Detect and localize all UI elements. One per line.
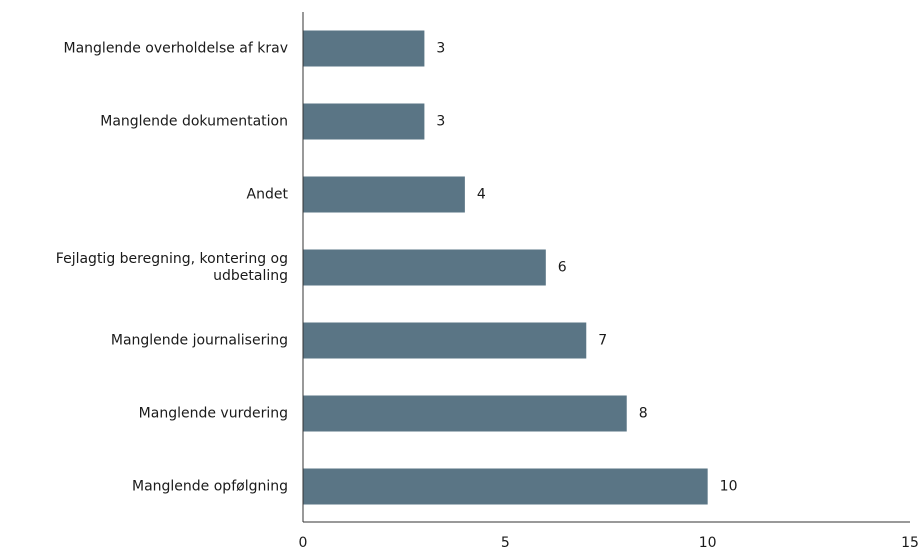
data-label-2: 3 [436,114,445,130]
category-labels-group: Manglende overholdelse af krav Manglende … [56,41,289,495]
data-label-1: 3 [436,41,445,57]
axes-group [302,12,910,523]
x-tick-label-4: 15 [901,535,919,551]
bar-2 [303,103,425,140]
x-tick-label-3: 10 [699,535,717,551]
data-label-4: 6 [558,260,567,276]
bar-6 [303,395,627,432]
category-label-4: Fejlagtig beregning, kontering og udbetal… [56,251,288,284]
bar-7 [303,468,708,505]
x-tick-label-1: 0 [299,535,308,551]
x-tick-label-2: 5 [501,535,510,551]
data-label-6: 8 [639,406,648,422]
category-label-7: Manglende opfølgning [132,479,288,495]
data-label-5: 7 [598,333,607,349]
bar-1 [303,30,425,67]
bars-group [303,30,708,505]
bar-3 [303,176,465,213]
category-label-1: Manglende overholdelse af krav [64,41,288,57]
value-labels-group: 3 3 4 6 7 8 10 [436,41,737,495]
bar-5 [303,322,587,359]
category-label-2: Manglende dokumentation [100,114,288,130]
category-label-3: Andet [247,187,289,203]
data-label-7: 10 [720,479,738,495]
category-label-5: Manglende journalisering [111,333,288,349]
bar-4 [303,249,546,286]
category-label-6: Manglende vurdering [139,406,288,422]
data-label-3: 4 [477,187,486,203]
x-tick-labels-group: 0 5 10 15 [299,535,919,551]
